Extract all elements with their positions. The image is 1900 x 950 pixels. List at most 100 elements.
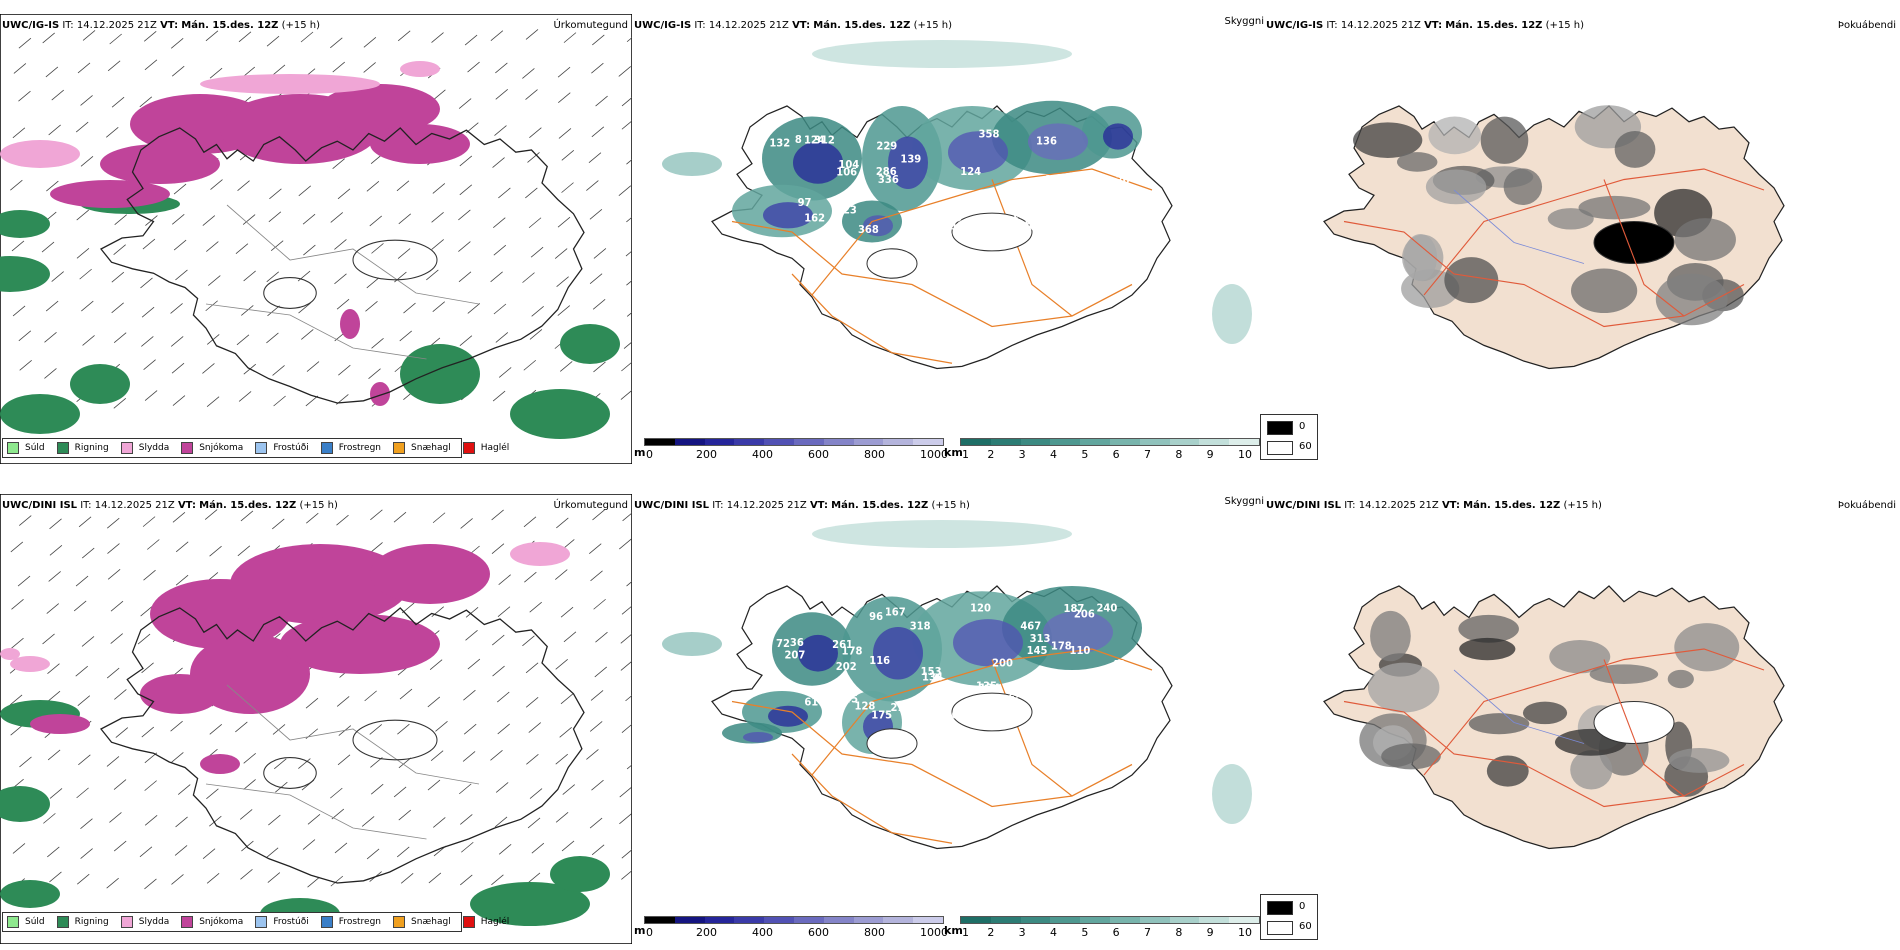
road-network [1343,220,1745,328]
wind-barb [140,277,153,289]
wind-barb [332,61,345,73]
snow-depth-colorbar-2: m 0 200 400 600 800 1000 [632,916,948,942]
map-header-1b: UWC/IG-IS IT: 14.12.2025 21Z VT: Mán. 15… [634,20,952,32]
colorbar-segment [1169,917,1200,923]
valid-time: Mán. 15.des. 12Z [813,20,911,31]
snow-depth-label: 108 [1105,663,1126,675]
precip-area-sleet [0,140,80,168]
wind-barb [555,659,568,670]
wind-barb [330,875,344,887]
precip-area-sleet [200,74,380,94]
colorbar-segment [674,917,705,923]
wind-barb [19,756,32,768]
snow-depth-label: 132 [1038,697,1059,709]
wind-barb [109,33,122,45]
road-network [1603,659,1685,797]
snow-depth-label: 132 [769,137,790,149]
init-time: 14.12.2025 21Z [76,20,157,31]
snow-depth-label: 305 [945,709,966,721]
road-network [791,753,953,844]
valid-time: Mán. 15.des. 12Z [1445,20,1543,31]
wind-barb [106,877,119,889]
glacier-outline [866,728,918,759]
wind-barb [460,518,473,529]
wind-barb [623,341,632,349]
wind-barb [51,271,64,282]
legend-label: Slydda [138,917,170,927]
wind-barb [44,332,57,343]
wind-barb [563,631,577,643]
wind-barb [113,244,126,255]
wind-barb [463,723,477,735]
road-network [731,700,1133,808]
precip-area-snow [320,84,440,134]
wind-barb [82,30,96,41]
wind-barb [172,512,186,523]
cloud-area [1547,208,1594,230]
snow-depth-label: 108 [1097,203,1118,215]
colorbar-segment [645,439,675,445]
wind-barb [143,31,157,42]
cloud-area [1425,169,1487,205]
snow-depth-label: 124 [960,166,981,178]
visibility-area [662,632,722,656]
colorbar-segment [883,439,914,445]
legend-label: Snjókoma [199,443,244,453]
cloud-area [1549,640,1611,674]
road-network [811,648,1153,776]
wind-barb [559,726,572,738]
wind-barb [140,605,153,617]
wind-barb [498,187,511,199]
colorbar-tick: 0 [646,926,653,939]
snow-depth-label: 107 [1027,219,1048,231]
wind-barb [592,299,606,310]
wind-barb [202,215,216,226]
wind-barb [527,872,541,884]
wind-barb [330,37,343,49]
glacier-outline [951,692,1033,732]
colorbar-tick: 1 [962,448,969,461]
cloud-area [1614,130,1656,168]
wind-barb [111,96,125,108]
wind-barb [626,37,632,43]
colorbar-tick: 6 [1112,448,1120,461]
snow-depth-label: 140 [965,237,986,249]
wind-barb [171,752,184,763]
legend-label: Haglél [480,917,510,927]
vt-label: VT: [792,20,811,31]
wind-barb [370,783,384,795]
legend-label: Slydda [138,443,170,453]
wind-barb [11,240,25,252]
precip-area-rain [0,880,60,908]
wind-barb [204,509,218,520]
coastline [100,607,585,884]
wind-barb [529,601,542,613]
snow-depth-area [743,731,773,743]
snow-depth-label: 336 [878,174,899,186]
wind-barb [403,302,416,314]
road [205,783,427,840]
wind-barb [554,248,568,259]
cloud-area [1570,268,1638,314]
wind-barb [171,65,185,77]
wind-barb [491,543,505,554]
legend-swatch [120,916,133,928]
wind-barb [298,185,312,197]
precip-area-rain [560,324,620,364]
precip-area-snow [230,544,410,624]
wind-barb [431,32,444,43]
wind-barb [396,846,410,858]
cloud-area [1458,614,1519,643]
precip-area-rain [0,786,50,822]
wind-barb [300,31,314,43]
colorbar-tick: 4 [1050,926,1057,939]
wind-barb [621,361,632,372]
legend-label: Frostúði [273,917,309,927]
map-header-2b: UWC/DINI ISL IT: 14.12.2025 21Z VT: Mán.… [634,500,970,512]
wind-barb [467,303,481,314]
wind-barb [492,390,506,402]
colorbar-tick: 5 [1081,926,1089,939]
wind-barb [18,330,32,342]
colorbar-segment [704,917,735,923]
wind-barb [170,720,183,732]
